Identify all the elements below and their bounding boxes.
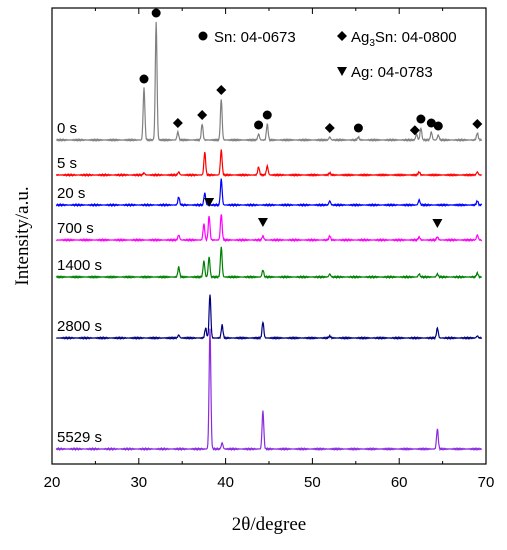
series-trace [56,21,483,143]
ag3sn-peak-diamond-icon [324,123,335,133]
legend-diamond-icon [337,31,347,41]
series-label: 5529 s [57,429,102,446]
legend-ag3sn-label: Ag3Sn: 04-0800 [351,29,457,49]
series-trace [55,328,482,452]
series-label: 2800 s [57,318,102,335]
legend-triangle-down-icon [337,67,347,76]
sn-peak-circle-icon [433,121,443,131]
legend: Sn: 04-0673 Ag3Sn: 04-0800 Ag: 04-0783 [198,29,457,81]
sn-peak-circle-icon [353,123,363,133]
x-tick-labels: 20 30 40 50 60 70 [44,474,495,491]
legend-circle-icon [198,31,208,41]
x-tick-label: 30 [130,474,147,491]
x-tick-label: 20 [44,474,61,491]
series-layer [55,21,483,452]
series-trace [55,178,483,208]
series-label: 1400 s [57,257,102,274]
series-label: 20 s [57,185,85,202]
legend-ag3sn-rest: Sn: 04-0800 [375,29,457,46]
ag3sn-peak-diamond-icon [409,125,420,136]
sn-peak-circle-icon [262,110,272,120]
ag-peak-triangle-icon [204,198,215,207]
ag-peak-triangle-icon [432,219,443,228]
x-tick-label: 70 [478,474,495,491]
series-label: 5 s [57,155,77,172]
series-label: 0 s [57,120,77,137]
sn-peak-circle-icon [139,74,149,84]
x-axis-title: 2θ/degree [232,514,307,535]
ag3sn-peak-diamond-icon [216,85,227,95]
legend-ag3sn-sub: 3 [369,38,375,49]
peak-markers [139,8,483,228]
series-trace [55,294,483,341]
ag3sn-peak-diamond-icon [172,118,183,128]
sn-peak-circle-icon [151,8,161,18]
x-tick-label: 60 [391,474,408,491]
legend-ag3sn-main: Ag [351,29,369,46]
series-trace [55,214,483,243]
x-ticks [51,8,487,464]
ag-peak-triangle-icon [257,218,268,227]
x-tick-label: 40 [217,474,234,491]
series-trace [55,149,482,178]
legend-ag-label: Ag: 04-0783 [351,64,433,81]
sn-peak-circle-icon [426,118,436,128]
series-labels: 0 s 5 s 20 s 700 s 1400 s 2800 s 5529 s [57,120,102,446]
series-label: 700 s [57,220,94,237]
sn-peak-circle-icon [416,114,426,124]
ag3sn-peak-diamond-icon [197,110,208,120]
legend-sn-label: Sn: 04-0673 [214,29,296,46]
ag3sn-peak-diamond-icon [472,119,483,129]
sn-peak-circle-icon [254,120,264,130]
x-tick-label: 50 [304,474,321,491]
y-axis-title: Intensity/a.u. [12,186,33,285]
series-trace [56,246,483,280]
